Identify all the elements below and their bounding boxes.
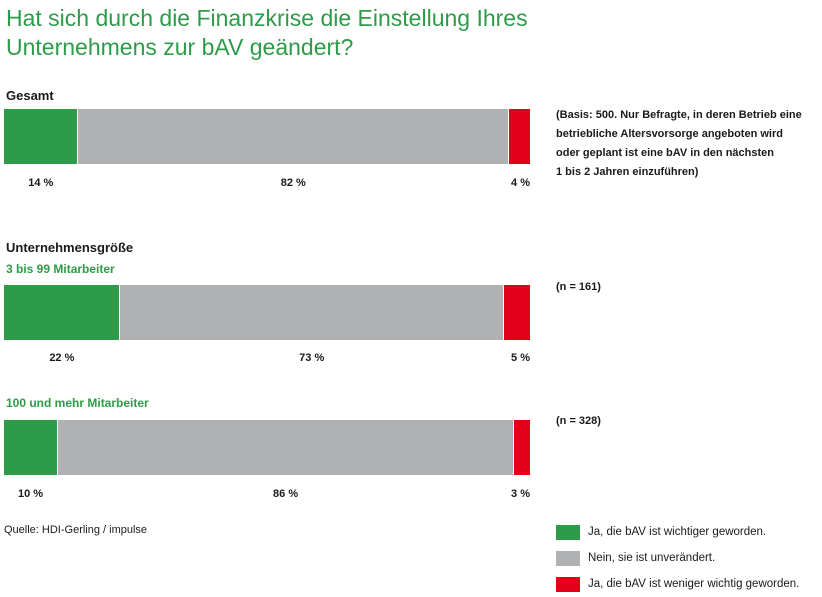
bar-segment-gross-wichtiger [4, 420, 57, 475]
data-label-klein-weniger-wichtig: 5 % [511, 352, 530, 364]
bar-segment-gesamt-unveraendert [77, 109, 509, 164]
bar-segment-gross-unveraendert [56, 420, 514, 475]
chart-title: Hat sich durch die Finanzkrise die Einst… [6, 4, 606, 62]
basis-note: (Basis: 500. Nur Befragte, in deren Betr… [556, 106, 802, 182]
legend-item-weniger-wichtig: Ja, die bAV ist weniger wichtig geworden… [556, 571, 799, 597]
category-label-large: 100 und mehr Mitarbeiter [6, 396, 149, 410]
data-label-klein-wichtiger: 22 % [49, 352, 75, 364]
data-label-gross-wichtiger: 10 % [18, 488, 44, 500]
data-label-klein-unveraendert: 73 % [299, 352, 325, 364]
basis-note-line-3: oder geplant ist eine bAV in den nächste… [556, 147, 774, 159]
bar-klein [4, 285, 530, 340]
legend-label-weniger-wichtig: Ja, die bAV ist weniger wichtig geworden… [588, 578, 800, 590]
legend-item-wichtiger: Ja, die bAV ist wichtiger geworden. [556, 519, 799, 545]
bar-segment-gesamt-weniger-wichtig [508, 109, 530, 164]
bar-segment-klein-wichtiger [4, 285, 120, 340]
basis-note-line-2: betriebliche Altersvorsorge angeboten wi… [556, 128, 783, 140]
data-label-gross-unveraendert: 86 % [273, 488, 299, 500]
legend-swatch-red [556, 576, 580, 592]
legend-label-unveraendert: Nein, sie ist unverändert. [588, 552, 716, 564]
basis-note-line-1: (Basis: 500. Nur Befragte, in deren Betr… [556, 109, 802, 121]
source-note: Quelle: HDI-Gerling / impulse [4, 524, 148, 536]
data-label-gross-weniger-wichtig: 3 % [511, 488, 530, 500]
legend-item-unveraendert: Nein, sie ist unverändert. [556, 545, 799, 571]
sample-size-small: (n = 161) [556, 281, 601, 293]
basis-note-line-4: 1 bis 2 Jahren einzuführen) [556, 166, 699, 178]
data-label-gesamt-wichtiger: 14 % [28, 177, 54, 189]
title-line-2: Unternehmens zur bAV geändert? [6, 34, 354, 60]
legend-swatch-green [556, 524, 580, 540]
category-label-small: 3 bis 99 Mitarbeiter [6, 262, 115, 276]
sample-size-large: (n = 328) [556, 415, 601, 427]
bar-gross [4, 420, 530, 475]
section-heading-gesamt: Gesamt [6, 88, 54, 103]
data-label-gesamt-unveraendert: 82 % [280, 177, 306, 189]
data-label-gesamt-weniger-wichtig: 4 % [511, 177, 530, 189]
bar-segment-klein-weniger-wichtig [502, 285, 530, 340]
legend: Ja, die bAV ist wichtiger geworden. Nein… [556, 519, 799, 597]
legend-label-wichtiger: Ja, die bAV ist wichtiger geworden. [588, 526, 767, 538]
bar-segment-gesamt-wichtiger [4, 109, 78, 164]
legend-swatch-grey [556, 550, 580, 566]
bar-gesamt [4, 109, 530, 164]
bar-segment-klein-unveraendert [119, 285, 503, 340]
section-heading-unternehmensgroesse: Unternehmensgröße [6, 240, 134, 255]
bar-segment-gross-weniger-wichtig [513, 420, 530, 475]
title-line-1: Hat sich durch die Finanzkrise die Einst… [6, 5, 528, 31]
